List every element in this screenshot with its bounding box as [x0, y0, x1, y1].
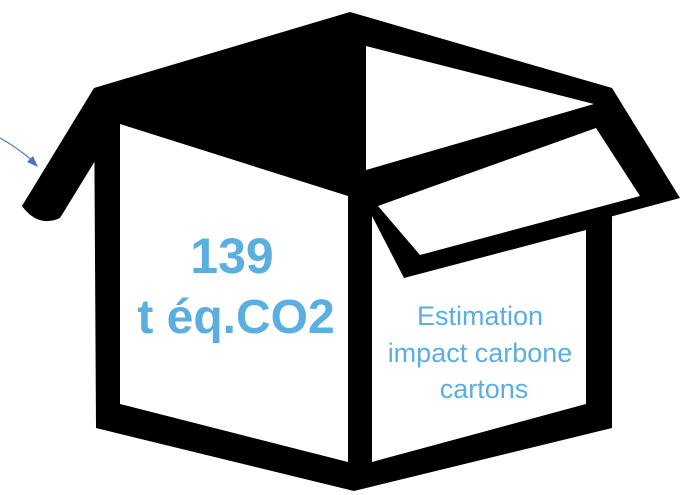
emissions-unit: t éq.CO2: [137, 291, 334, 344]
label-line-3: cartons: [440, 374, 529, 404]
arrow-icon: [0, 137, 38, 167]
emissions-value: 139: [190, 228, 273, 284]
label-line-1: Estimation: [417, 301, 543, 331]
box-left-face: [120, 124, 348, 462]
box-right-face: [372, 216, 586, 462]
open-box-icon: [22, 12, 680, 491]
box-top-inner: [366, 46, 594, 170]
box-flap-inner: [378, 128, 640, 255]
label-line-2: impact carbone: [388, 338, 573, 368]
